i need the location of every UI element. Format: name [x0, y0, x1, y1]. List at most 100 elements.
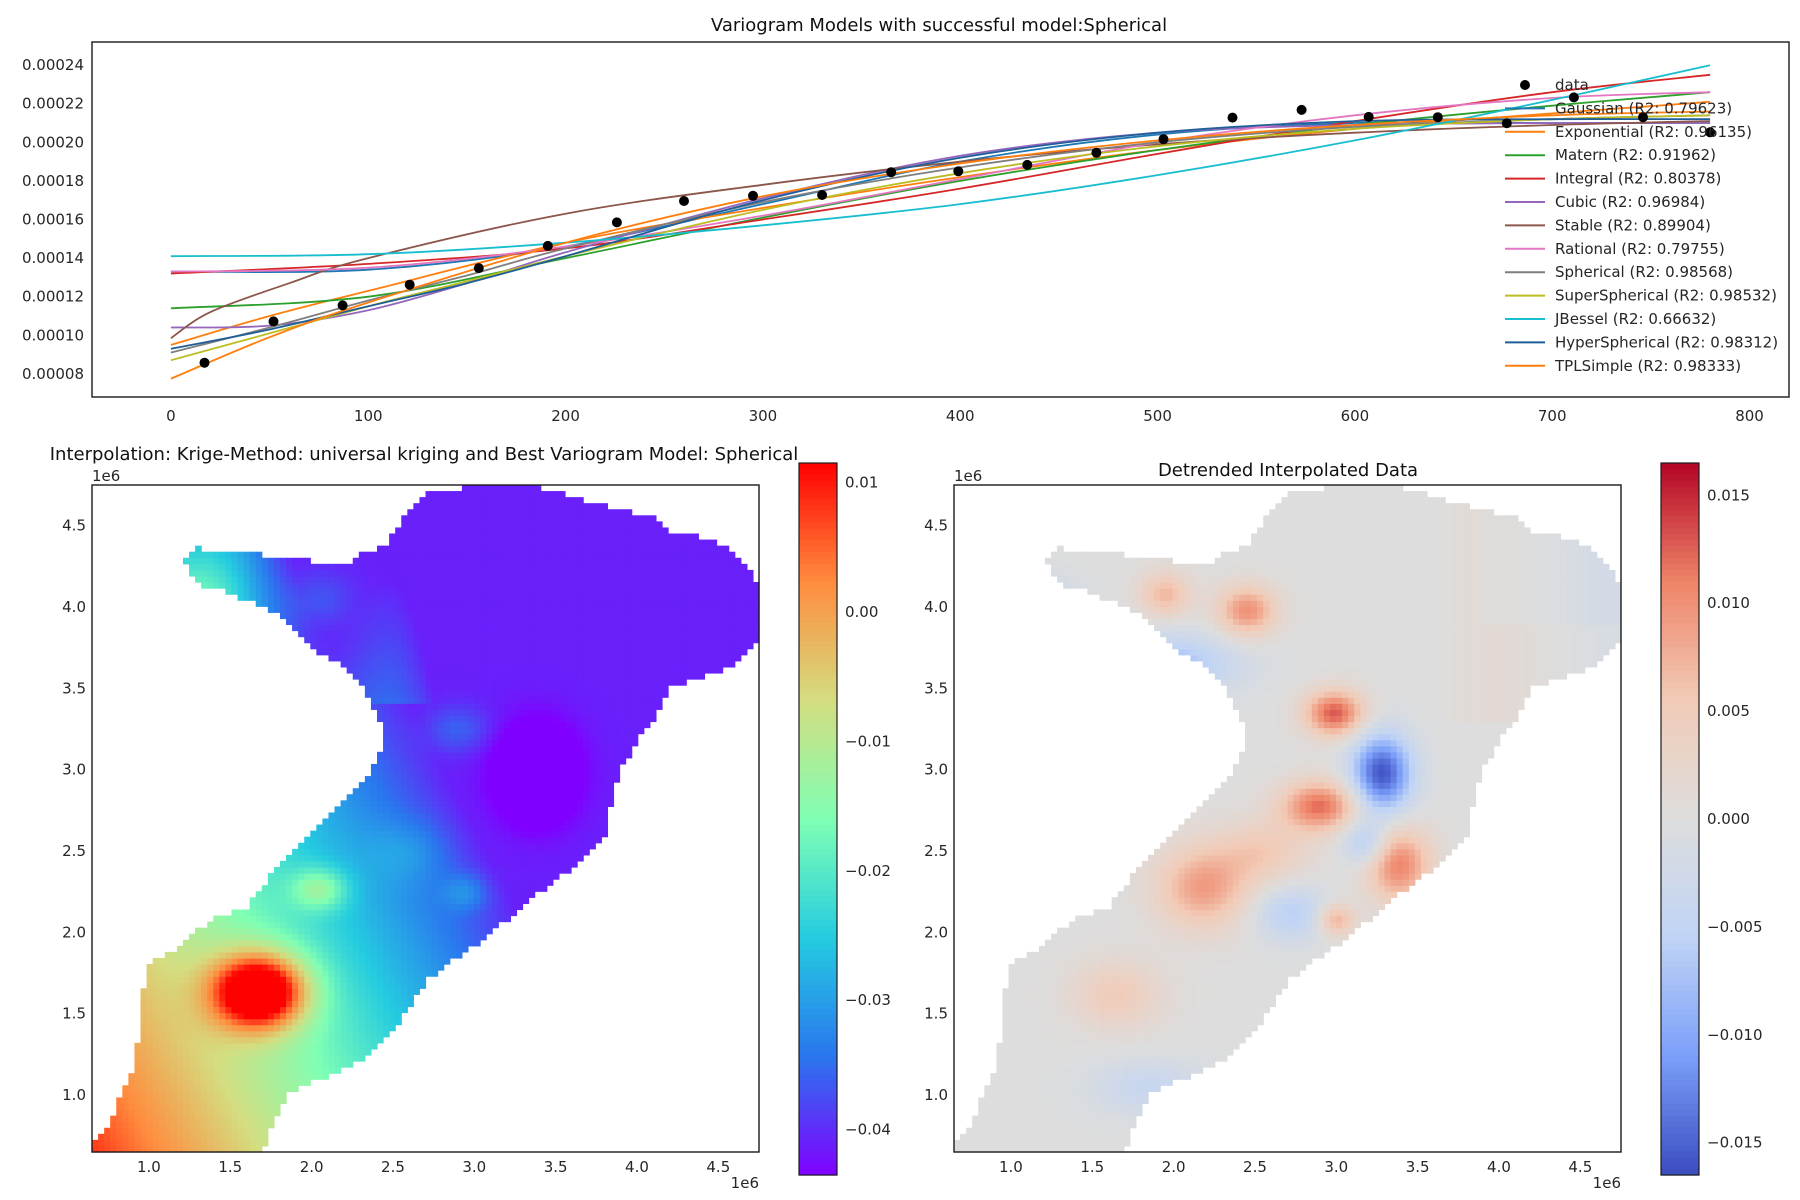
- heatmap-cell: [425, 642, 433, 650]
- heatmap-cell: [668, 557, 675, 565]
- heatmap-cell: [328, 860, 336, 868]
- heatmap-cell: [449, 733, 457, 741]
- heatmap-cell: [486, 794, 493, 801]
- heatmap-cell: [461, 654, 469, 662]
- heatmap-cell: [383, 921, 390, 929]
- heatmap-cell: [383, 1030, 390, 1038]
- heatmap-cell: [516, 733, 524, 741]
- heatmap-cell: [528, 891, 536, 898]
- heatmap-cell: [516, 854, 524, 862]
- heatmap-cell: [383, 582, 390, 589]
- heatmap-cell: [571, 612, 578, 619]
- heatmap-cell: [455, 612, 463, 619]
- heatmap-cell: [383, 1018, 390, 1026]
- heatmap-cell: [443, 557, 451, 565]
- heatmap-cell: [425, 848, 433, 856]
- heatmap-cell: [383, 751, 390, 759]
- heatmap-cell: [383, 551, 390, 559]
- heatmap-cell: [310, 988, 317, 995]
- heatmap-cell: [546, 691, 554, 698]
- heatmap-cell: [292, 964, 299, 971]
- heatmap-cell: [316, 1012, 324, 1020]
- heatmap-cell: [267, 1030, 275, 1038]
- heatmap-cell: [207, 951, 214, 959]
- heatmap-cell: [304, 836, 311, 844]
- heatmap-cell: [522, 642, 530, 650]
- heatmap-cell: [364, 685, 372, 692]
- heatmap-cell: [740, 618, 748, 626]
- heatmap-cell: [255, 909, 263, 917]
- heatmap-cell: [419, 788, 427, 795]
- heatmap-cell: [437, 891, 445, 898]
- heatmap-cell: [486, 860, 493, 868]
- heatmap-cell: [668, 588, 675, 595]
- heatmap-cell: [546, 697, 554, 704]
- heatmap-cell: [474, 788, 481, 795]
- heatmap-cell: [219, 557, 226, 565]
- heatmap-cell: [607, 636, 615, 644]
- heatmap-cell: [286, 879, 293, 886]
- heatmap-cell: [146, 976, 154, 983]
- heatmap-cell: [358, 860, 366, 868]
- heatmap-cell: [237, 1085, 245, 1092]
- heatmap-cell: [334, 1048, 342, 1056]
- heatmap-cell: [546, 679, 554, 686]
- heatmap-cell: [328, 891, 336, 898]
- heatmap-cell: [364, 921, 372, 929]
- heatmap-cell: [310, 588, 317, 595]
- heatmap-cell: [607, 709, 615, 717]
- heatmap-cell: [595, 703, 602, 710]
- heatmap-cell: [461, 697, 469, 704]
- heatmap-cell: [243, 551, 251, 559]
- heatmap-cell: [522, 563, 530, 571]
- heatmap-cell: [437, 957, 445, 965]
- heatmap-cell: [383, 988, 390, 995]
- heatmap-cell: [492, 569, 499, 577]
- heatmap-cell: [425, 939, 433, 947]
- heatmap-cell: [510, 630, 518, 638]
- heatmap-cell: [577, 642, 584, 650]
- heatmap-cell: [376, 575, 384, 583]
- heatmap-cell: [480, 782, 487, 789]
- heatmap-cell: [340, 873, 348, 880]
- heatmap-cell: [279, 1042, 287, 1050]
- heatmap-cell: [273, 1048, 281, 1056]
- heatmap-cell: [182, 1006, 190, 1014]
- heatmap-cell: [273, 927, 281, 935]
- heatmap-cell: [328, 836, 336, 844]
- heatmap-cell: [522, 854, 530, 862]
- heatmap-cell: [607, 763, 615, 771]
- heatmap-cell: [334, 836, 342, 844]
- heatmap-cell: [425, 818, 433, 826]
- heatmap-cell: [249, 563, 257, 571]
- heatmap-cell: [249, 1042, 257, 1050]
- y-tick-label: 0.00018: [22, 172, 84, 190]
- heatmap-cell: [534, 818, 542, 826]
- heatmap-cell: [364, 1018, 372, 1026]
- heatmap-cell: [267, 957, 275, 965]
- heatmap-cell: [231, 1079, 239, 1086]
- heatmap-cell: [164, 1109, 172, 1117]
- heatmap-cell: [340, 806, 348, 814]
- heatmap-cell: [189, 1000, 196, 1008]
- heatmap-cell: [461, 727, 469, 735]
- heatmap-cell: [540, 569, 548, 577]
- heatmap-cell: [516, 624, 524, 632]
- heatmap-cell: [619, 618, 627, 626]
- heatmap-cell: [243, 1085, 251, 1092]
- heatmap-cell: [316, 879, 324, 886]
- heatmap-cell: [195, 1030, 202, 1038]
- heatmap-cell: [552, 612, 560, 619]
- heatmap-cell: [467, 915, 475, 923]
- data-point: [1091, 147, 1102, 158]
- heatmap-cell: [298, 588, 305, 595]
- heatmap-cell: [383, 842, 390, 850]
- heatmap-cell: [455, 794, 463, 801]
- heatmap-cell: [431, 939, 439, 947]
- heatmap-cell: [716, 654, 724, 662]
- heatmap-cell: [128, 1139, 136, 1147]
- heatmap-cell: [607, 575, 615, 583]
- heatmap-cell: [158, 970, 166, 977]
- heatmap-cell: [528, 715, 536, 723]
- heatmap-cell: [413, 848, 421, 856]
